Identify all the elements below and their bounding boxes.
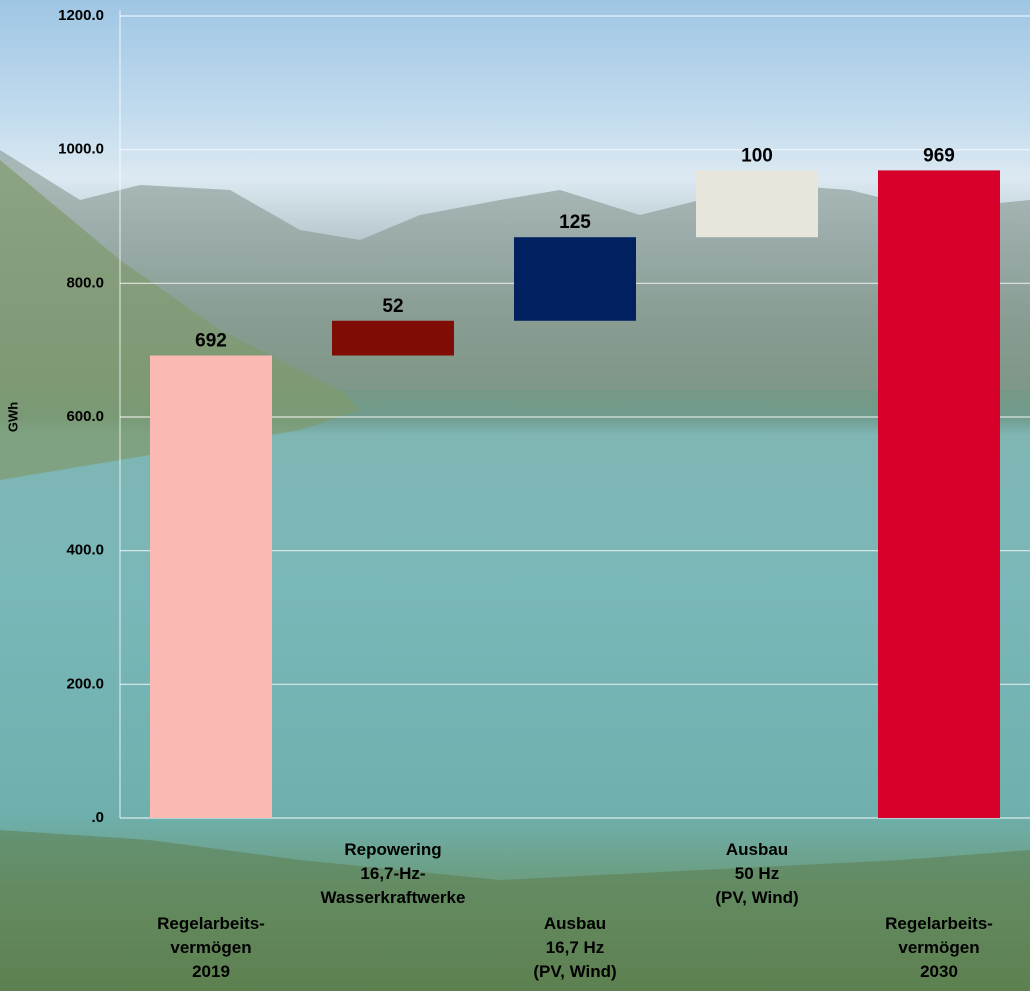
x-tick-label: Regelarbeits-vermögen 2019 — [157, 914, 265, 981]
value-label: 52 — [382, 296, 403, 317]
x-tick-label: Repowering 16,7-Hz- Wasserkraftwerke — [321, 840, 466, 907]
bar — [696, 170, 818, 238]
foreground-trees — [0, 830, 1030, 991]
x-tick-label: Ausbau 16,7 Hz (PV, Wind) — [533, 914, 616, 981]
x-tick-label-line: Regelarbeits- — [885, 914, 993, 933]
x-tick-label-line: 16,7 Hz — [546, 938, 605, 957]
bar — [332, 320, 454, 356]
x-tick-label-line: 16,7-Hz- — [360, 864, 425, 883]
x-tick-label: Regelarbeits-vermögen 2030 — [885, 914, 993, 981]
value-label: 969 — [923, 145, 955, 166]
x-tick-label: Ausbau 50 Hz (PV, Wind) — [715, 840, 798, 907]
y-tick-label: 1000.0 — [58, 141, 104, 158]
x-tick-label-line: Wasserkraftwerke — [321, 888, 466, 907]
value-label: 692 — [195, 331, 227, 352]
y-axis-label: GWh — [5, 402, 20, 432]
x-tick-label-line: Regelarbeits- — [157, 914, 265, 933]
x-tick-label-line: 50 Hz — [735, 864, 779, 883]
x-tick-label-line: (PV, Wind) — [533, 962, 616, 981]
x-tick-label-line: 2030 — [920, 962, 958, 981]
x-tick-label-line: 2019 — [192, 962, 230, 981]
bar — [878, 170, 1000, 818]
x-tick-label-line: Ausbau — [726, 840, 788, 859]
x-tick-label-line: Ausbau — [544, 914, 606, 933]
bar — [150, 355, 272, 818]
y-tick-label: 800.0 — [66, 274, 104, 291]
x-tick-label-line: vermögen — [898, 938, 979, 957]
y-tick-label: 400.0 — [66, 542, 104, 559]
y-tick-label: 200.0 — [66, 675, 104, 692]
value-label: 100 — [741, 145, 773, 166]
y-tick-label: 1200.0 — [58, 7, 104, 24]
y-tick-label: .0 — [91, 809, 104, 826]
y-tick-label: 600.0 — [66, 408, 104, 425]
x-tick-label-line: (PV, Wind) — [715, 888, 798, 907]
x-tick-label-line: vermögen — [170, 938, 251, 957]
value-label: 125 — [559, 212, 591, 233]
x-tick-label-line: Repowering — [344, 840, 441, 859]
bar — [514, 237, 636, 321]
